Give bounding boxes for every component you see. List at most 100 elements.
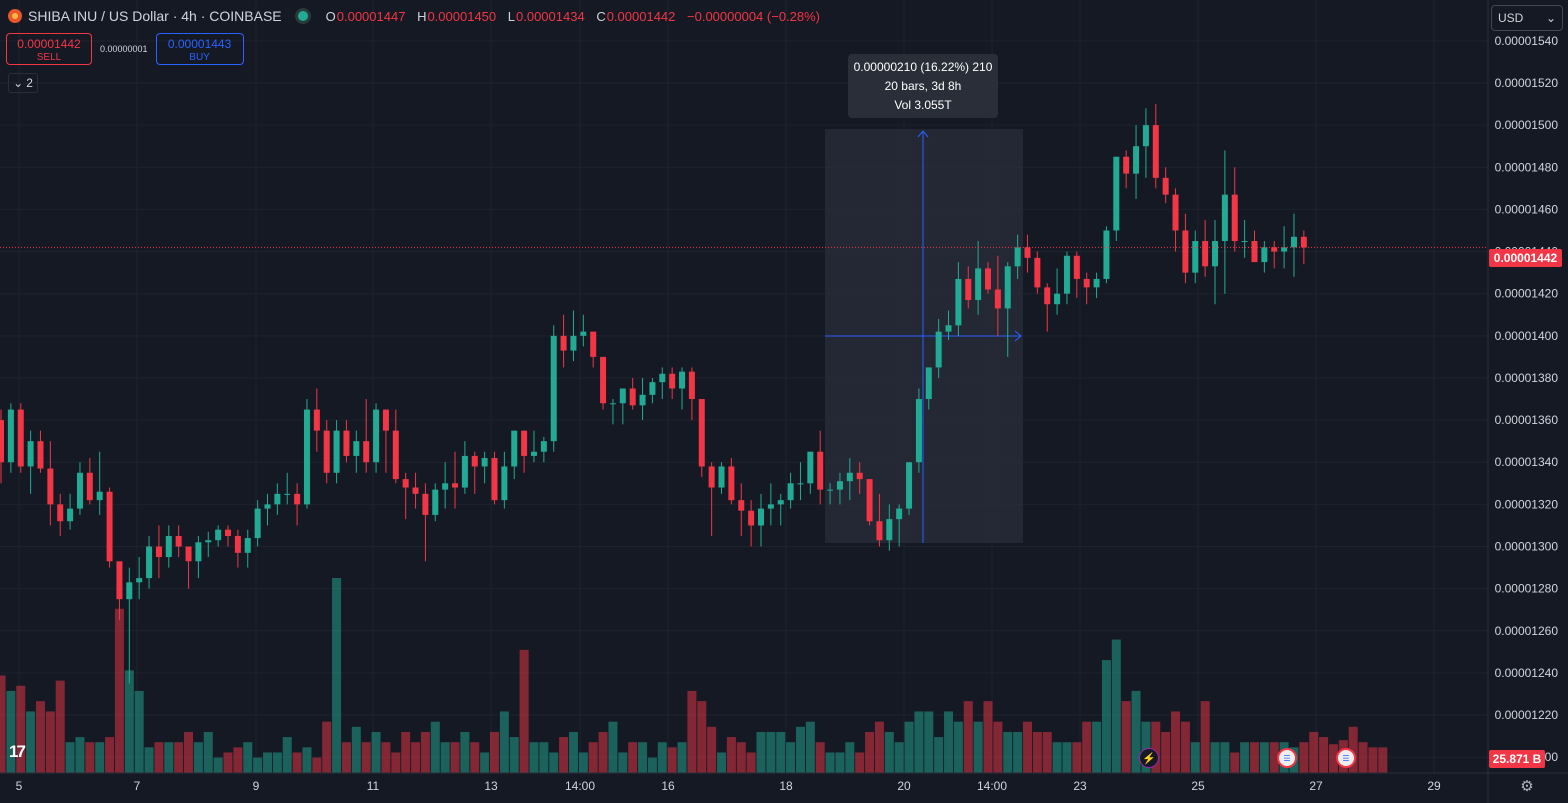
indicators-toggle-button[interactable]: ⌄ 2 — [8, 73, 38, 93]
candle-body — [1034, 257, 1041, 288]
candle-body — [165, 535, 172, 558]
candle-body — [708, 466, 715, 488]
spread-value: 0.00000001 — [100, 44, 148, 54]
volume-bar — [1299, 742, 1309, 773]
candle-body — [1054, 293, 1061, 305]
volume-bar — [874, 721, 884, 773]
candle-body — [1133, 146, 1140, 174]
symbol-title[interactable]: SHIBA INU / US Dollar · 4h · COINBASE — [28, 8, 282, 24]
candle-body — [432, 489, 439, 515]
close-value: 0.00001442 — [606, 8, 676, 24]
volume-bar — [1171, 711, 1181, 773]
volume-bar — [1259, 742, 1269, 773]
candle-body — [27, 441, 34, 467]
time-axis[interactable]: 5 7 9 11 13 14:00 16 18 20 14:00 23 25 27 29 — [16, 779, 1441, 793]
candle-body — [955, 278, 962, 326]
volume-bar — [411, 742, 421, 773]
volume-bar — [450, 742, 460, 773]
volume-bar — [1151, 721, 1161, 773]
volume-bar — [529, 742, 539, 773]
trade-panel: 0.00001442 SELL 0.00000001 0.00001443 BU… — [6, 33, 244, 65]
candle-body — [37, 441, 44, 469]
volume-bar — [1131, 690, 1141, 773]
candle-body — [7, 409, 14, 463]
candle-body — [1093, 278, 1100, 288]
tradingview-logo[interactable]: 17 — [9, 742, 26, 761]
volume-bar — [381, 742, 391, 773]
candle-body — [195, 542, 202, 562]
candle-body — [1251, 241, 1258, 263]
volume-bar — [914, 711, 924, 773]
low-key: L — [507, 8, 515, 24]
measure-range[interactable] — [825, 129, 1023, 543]
volume-bar — [1200, 701, 1210, 773]
volume-bar — [65, 742, 75, 773]
volume-bars — [0, 578, 1388, 773]
volume-bar — [184, 731, 194, 773]
volume-bar — [312, 757, 322, 773]
volume-bar — [134, 690, 144, 773]
volume-bar — [440, 742, 450, 773]
time-tick-label: 9 — [253, 779, 260, 793]
volume-bar — [677, 742, 687, 773]
candle-body — [767, 504, 774, 509]
volume-bar — [144, 747, 154, 773]
volume-bar — [1052, 742, 1062, 773]
candle-body — [1142, 125, 1149, 147]
volume-bar — [805, 721, 815, 773]
candle-body — [47, 468, 54, 505]
us-flag-icon[interactable]: ☰ — [1277, 748, 1297, 768]
close-key: C — [596, 8, 606, 24]
volume-bar — [608, 721, 618, 773]
volume-bar — [944, 711, 954, 773]
candle-body — [1202, 241, 1209, 267]
candle-body — [856, 472, 863, 480]
volume-bar — [687, 690, 697, 773]
candle-body — [797, 483, 804, 485]
time-tick-label: 11 — [367, 779, 380, 793]
candle-body — [718, 466, 725, 488]
volume-bar — [401, 731, 411, 773]
candle-body — [1281, 247, 1288, 252]
measure-volume: Vol 3.055T — [894, 98, 952, 112]
candle-body — [442, 483, 449, 490]
candle-body — [254, 508, 261, 539]
candle-body — [1300, 236, 1307, 248]
volume-bar — [707, 726, 717, 773]
volume-bar — [549, 752, 559, 773]
bolt-icon[interactable]: ⚡ — [1139, 748, 1159, 768]
volume-bar — [973, 721, 983, 773]
volume-bar — [164, 742, 174, 773]
candle-body — [1103, 230, 1110, 279]
sell-button[interactable]: 0.00001442 SELL — [6, 33, 92, 65]
volume-bar — [815, 742, 825, 773]
volume-bar — [667, 747, 677, 773]
volume-bar — [1220, 742, 1230, 773]
candle-body — [1014, 247, 1021, 267]
currency-select[interactable]: USD ⌄ — [1491, 5, 1563, 31]
volume-bar — [717, 752, 727, 773]
buy-button[interactable]: 0.00001443 BUY — [155, 33, 244, 65]
gear-icon[interactable]: ⚙ — [1520, 778, 1534, 795]
us-flag-icon[interactable]: ☰ — [1336, 748, 1356, 768]
candle-body — [886, 519, 893, 541]
volume-bar — [1210, 742, 1220, 773]
volume-bar — [0, 675, 6, 773]
time-tick-label: 18 — [779, 779, 793, 793]
volume-bar — [1121, 701, 1131, 773]
candle-body — [1271, 247, 1278, 252]
market-status-icon[interactable] — [297, 11, 308, 21]
volume-bar — [1309, 731, 1319, 773]
volume-bar — [756, 731, 766, 773]
buy-label: BUY — [189, 52, 210, 63]
price-axis[interactable]: 0.00001540 0.00001520 0.00001500 0.00001480… — [1495, 34, 1559, 764]
candle-body — [738, 500, 745, 511]
candle-body — [412, 487, 419, 494]
candle-body — [392, 430, 399, 480]
volume-bar — [470, 742, 480, 773]
volume-bar — [282, 737, 292, 773]
volume-bar — [568, 731, 578, 773]
volume-bar — [302, 747, 312, 773]
candle-body — [333, 430, 340, 473]
